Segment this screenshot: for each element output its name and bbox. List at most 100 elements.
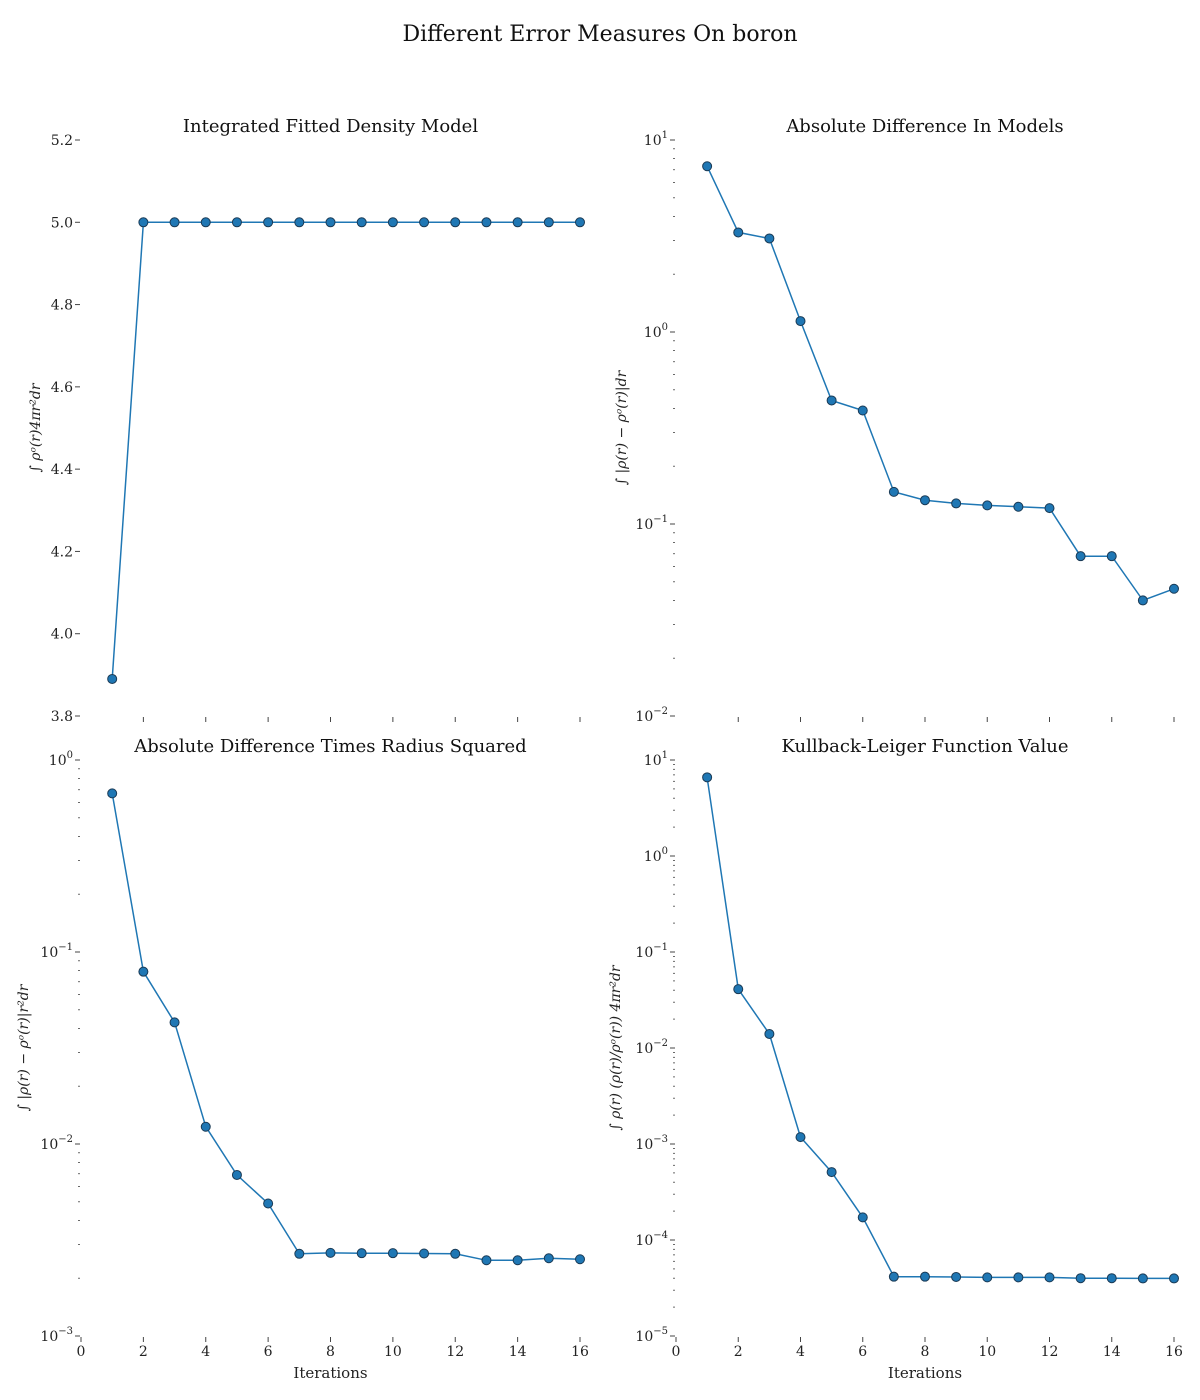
panel-title: Integrated Fitted Density Model [183, 116, 478, 137]
data-point [920, 1271, 930, 1282]
y-tick-label: 4.6 [51, 380, 73, 396]
panel-title: Kullback-Leiger Function Value [781, 736, 1068, 757]
data-point [733, 227, 744, 238]
x-tick-label: 0 [672, 1344, 681, 1360]
x-tick-label: 8 [326, 1344, 335, 1360]
chart-panel-4: Kullback-Leiger Function Value 10−5 10−4 10… [608, 736, 1183, 1382]
data-point [888, 486, 899, 497]
x-tick-label: 12 [446, 1344, 464, 1360]
x-tick-label: 16 [571, 1344, 589, 1360]
chart-panel-1: Integrated Fitted Density Model 3.8 4.0 4.2… [28, 116, 585, 725]
y-tick-label: 4.8 [51, 298, 73, 314]
data-point [356, 1248, 367, 1259]
data-point [138, 217, 149, 228]
data-point [1106, 551, 1117, 562]
data-point [294, 217, 305, 228]
data-point [450, 1248, 461, 1259]
x-tick-label: 12 [1041, 1344, 1059, 1360]
data-point [543, 217, 554, 228]
y-tick-label: 10−1 [40, 942, 73, 961]
data-point [982, 1272, 993, 1283]
data-point [387, 217, 398, 228]
chart-panel-3: Absolute Difference Times Radius Squared… [16, 736, 589, 1382]
x-tick-label: 6 [858, 1344, 867, 1360]
data-point [543, 1253, 554, 1264]
data-point [512, 1255, 523, 1266]
data-point [1169, 1273, 1179, 1284]
x-tick-label: 14 [509, 1344, 527, 1360]
y-tick-label: 3.8 [51, 709, 73, 725]
data-point [1137, 595, 1148, 606]
data-point [450, 217, 461, 228]
data-point [1137, 1273, 1148, 1284]
data-point [888, 1271, 899, 1282]
y-tick-label: 10−1 [635, 942, 668, 961]
y-axis-label: ∫ ρ(r) (ρ(r)/ρᵒ(r)) 4πr²dr [608, 964, 624, 1131]
x-tick-label: 0 [77, 1344, 86, 1360]
data-point [169, 1017, 180, 1028]
data-point [419, 217, 430, 228]
data-point [702, 772, 713, 783]
x-tick-label: 4 [796, 1344, 805, 1360]
data-point [325, 1247, 336, 1258]
data-point [764, 1028, 775, 1039]
data-point [419, 1248, 430, 1259]
data-point [857, 405, 868, 416]
data-point [231, 1169, 242, 1180]
y-tick-label: 100 [644, 846, 668, 865]
y-tick-label: 4.4 [51, 462, 73, 478]
data-point [920, 495, 930, 506]
y-tick-label: 10−3 [635, 1134, 668, 1153]
data-point [200, 217, 211, 228]
y-tick-label: 4.2 [51, 544, 73, 560]
data-point [325, 217, 336, 228]
data-point [982, 500, 993, 511]
series-line [706, 165, 1175, 602]
data-point [294, 1248, 305, 1259]
x-axis-label: Iterations [888, 1364, 962, 1382]
data-point [857, 1212, 868, 1223]
data-point [1044, 1272, 1055, 1283]
data-point [795, 1132, 806, 1143]
data-point [481, 1255, 492, 1266]
y-tick-label: 10−4 [635, 1230, 668, 1249]
panel-title: Absolute Difference Times Radius Squared [133, 736, 526, 757]
data-point [263, 217, 274, 228]
data-point [107, 673, 118, 684]
data-point [1044, 503, 1055, 514]
y-tick-label: 101 [644, 130, 668, 149]
data-point [107, 788, 118, 799]
data-point [512, 217, 523, 228]
series-line [111, 793, 581, 1262]
y-tick-label: 5.2 [51, 133, 73, 149]
x-axis-label: Iterations [293, 1364, 367, 1382]
data-point [733, 984, 744, 995]
y-tick-label: 101 [644, 750, 668, 769]
series-line [706, 777, 1174, 1280]
data-point [951, 498, 962, 509]
y-tick-label: 10−5 [635, 1326, 668, 1345]
y-tick-label: 10−2 [635, 1038, 668, 1057]
y-tick-label: 10−2 [40, 1134, 73, 1153]
data-point [356, 217, 367, 228]
x-tick-label: 10 [978, 1344, 996, 1360]
data-point [231, 217, 242, 228]
data-point [1075, 1273, 1086, 1284]
data-point [387, 1248, 398, 1259]
x-tick-label: 8 [921, 1344, 930, 1360]
data-point [169, 217, 180, 228]
y-axis-label: ∫ ρᵒ(r)4πr²dr [28, 382, 44, 472]
x-tick-label: 2 [734, 1344, 743, 1360]
data-point [263, 1198, 274, 1209]
data-point [951, 1271, 962, 1282]
y-tick-label: 10−1 [635, 514, 668, 533]
figure-title: Different Error Measures On boron [402, 22, 798, 47]
data-point [138, 966, 149, 977]
y-tick-label: 10−2 [635, 706, 668, 725]
data-point [826, 395, 837, 406]
data-point [826, 1167, 837, 1178]
data-point [575, 217, 585, 228]
chart-panel-2: Absolute Difference In Models 10−2 10−1 100… [614, 116, 1179, 725]
